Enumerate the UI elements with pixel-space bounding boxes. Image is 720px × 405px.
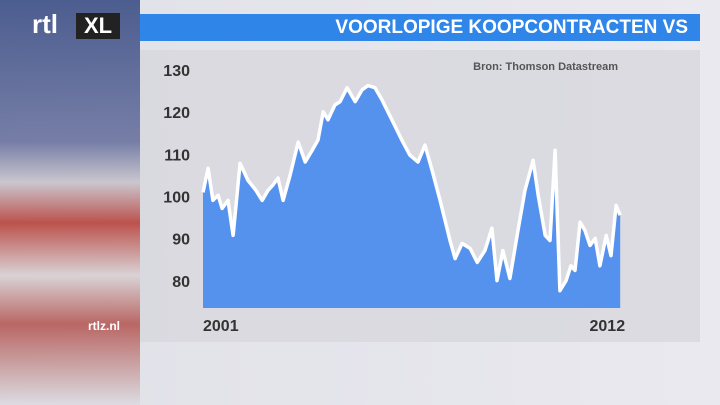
x-tick-label: 2001 xyxy=(203,318,239,335)
y-tick-label: 80 xyxy=(172,274,190,291)
title-bar xyxy=(140,14,700,41)
y-tick-label: 120 xyxy=(163,105,190,122)
logo-box xyxy=(76,13,120,39)
flag xyxy=(0,0,140,405)
y-tick-label: 100 xyxy=(163,189,190,206)
y-tick-label: 90 xyxy=(172,232,190,249)
logo-xl: XL xyxy=(84,13,112,38)
line xyxy=(201,83,622,293)
y-tick-label: 130 xyxy=(163,63,190,80)
source: Bron: Thomson Datastream xyxy=(473,61,618,73)
logo-rtl: rtl xyxy=(32,9,58,39)
y-tick-label: 110 xyxy=(164,147,190,164)
x-tick-label: 2012 xyxy=(590,318,626,335)
chart-title: VOORLOPIGE KOOPCONTRACTEN VS xyxy=(335,17,688,38)
site-label: rtlz.nl xyxy=(88,319,120,333)
